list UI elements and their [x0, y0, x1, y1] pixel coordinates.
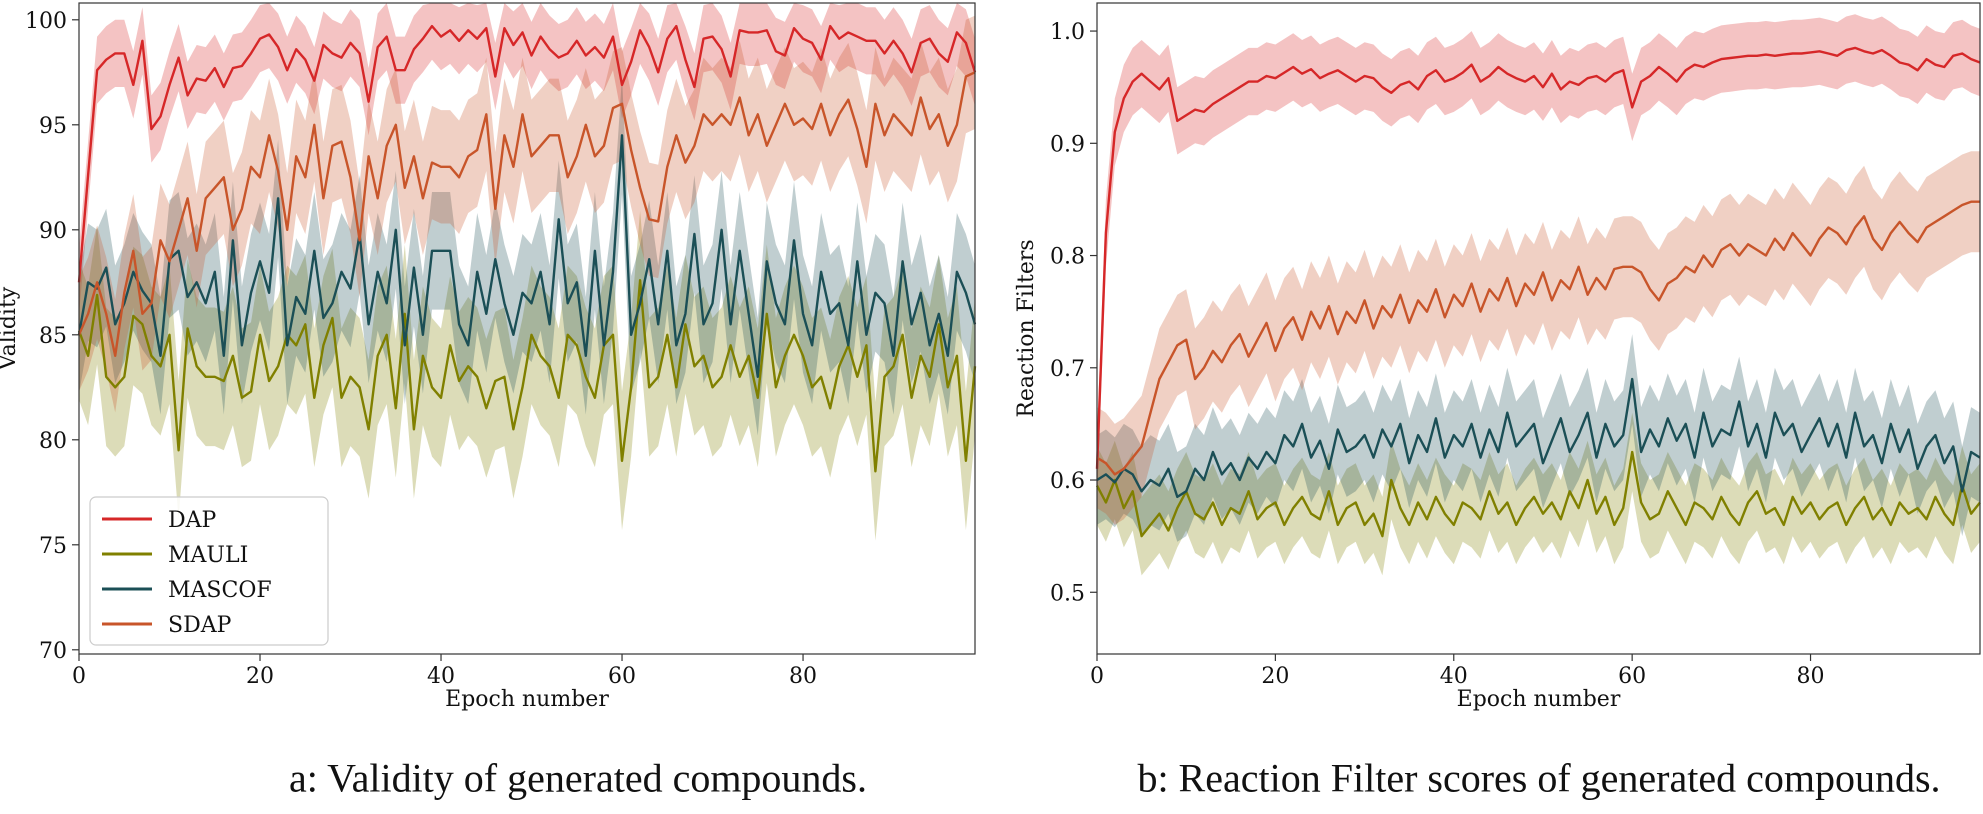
panel-b-reaction-filters: 0 20 40 60 80 0.5 0.6 0.7 0.8 0.9 1.0 Epoch number R… — [1014, 2, 1981, 712]
axes-frame — [78, 2, 976, 655]
x-tick-label: 20 — [1261, 664, 1289, 689]
y-tick-label: 75 — [39, 534, 67, 559]
x-tick-label: 60 — [1618, 664, 1646, 689]
y-tick-label: 0.5 — [1050, 581, 1085, 606]
panel-a-validity: 0 20 40 60 80 70 75 80 85 90 95 100 Epoch number Vali… — [0, 2, 977, 712]
band-dap — [1097, 14, 1980, 503]
y-tick-label: 95 — [39, 114, 67, 139]
legend: DAP MAULI MASCOF SDAP — [89, 496, 329, 646]
x-tick-label: 0 — [1090, 664, 1104, 689]
caption-b: b: Reaction Filter scores of generated c… — [1137, 755, 1941, 801]
x-tick-label: 40 — [427, 664, 455, 689]
x-tick-label: 20 — [246, 664, 274, 689]
y-axis-label: Validity — [0, 286, 21, 371]
x-tick-label: 80 — [1797, 664, 1825, 689]
x-tick-label: 60 — [608, 664, 636, 689]
series-line-dap — [1095, 46, 1981, 469]
band-mascof — [1097, 334, 1980, 542]
y-tick-label: 0.9 — [1050, 132, 1085, 157]
band-sdap — [1097, 151, 1980, 525]
legend-box — [89, 496, 329, 646]
y-tick-label: 100 — [25, 9, 67, 34]
y-tick-label: 90 — [39, 219, 67, 244]
x-axis-label: Epoch number — [445, 687, 609, 712]
y-tick-label: 85 — [39, 324, 67, 349]
legend-label-mauli: MAULI — [168, 543, 248, 568]
y-tick-label: 0.8 — [1050, 245, 1085, 270]
legend-label-dap: DAP — [168, 508, 217, 533]
band-mascof — [79, 76, 975, 436]
y-tick-label: 1.0 — [1050, 20, 1085, 45]
legend-label-mascof: MASCOF — [168, 578, 272, 603]
y-tick-label: 0.6 — [1050, 469, 1085, 494]
band-dap — [79, 3, 975, 316]
series-line-mascof — [77, 134, 977, 378]
x-tick-label: 0 — [72, 664, 86, 689]
series-line-sdap — [77, 71, 976, 357]
caption-a: a: Validity of generated compounds. — [288, 755, 868, 801]
series-line-sdap — [1096, 200, 1980, 476]
y-tick-label: 70 — [39, 639, 67, 664]
x-axis-label: Epoch number — [1457, 687, 1621, 712]
series-line-mascof — [1096, 377, 1981, 499]
x-tick-label: 80 — [789, 664, 817, 689]
y-axis-label: Reaction Filters — [1014, 239, 1039, 417]
band-mauli — [79, 210, 975, 541]
band-sdap — [79, 15, 975, 413]
y-tick-label: 0.7 — [1050, 357, 1085, 382]
legend-label-sdap: SDAP — [168, 613, 232, 638]
series-line-mauli — [1095, 450, 1981, 538]
x-tick-label: 40 — [1440, 664, 1468, 689]
band-mauli — [1097, 412, 1980, 576]
series-line-dap — [77, 24, 977, 283]
y-tick-label: 80 — [39, 429, 67, 454]
series-line-mauli — [77, 279, 977, 473]
axes-frame — [1096, 2, 1981, 655]
